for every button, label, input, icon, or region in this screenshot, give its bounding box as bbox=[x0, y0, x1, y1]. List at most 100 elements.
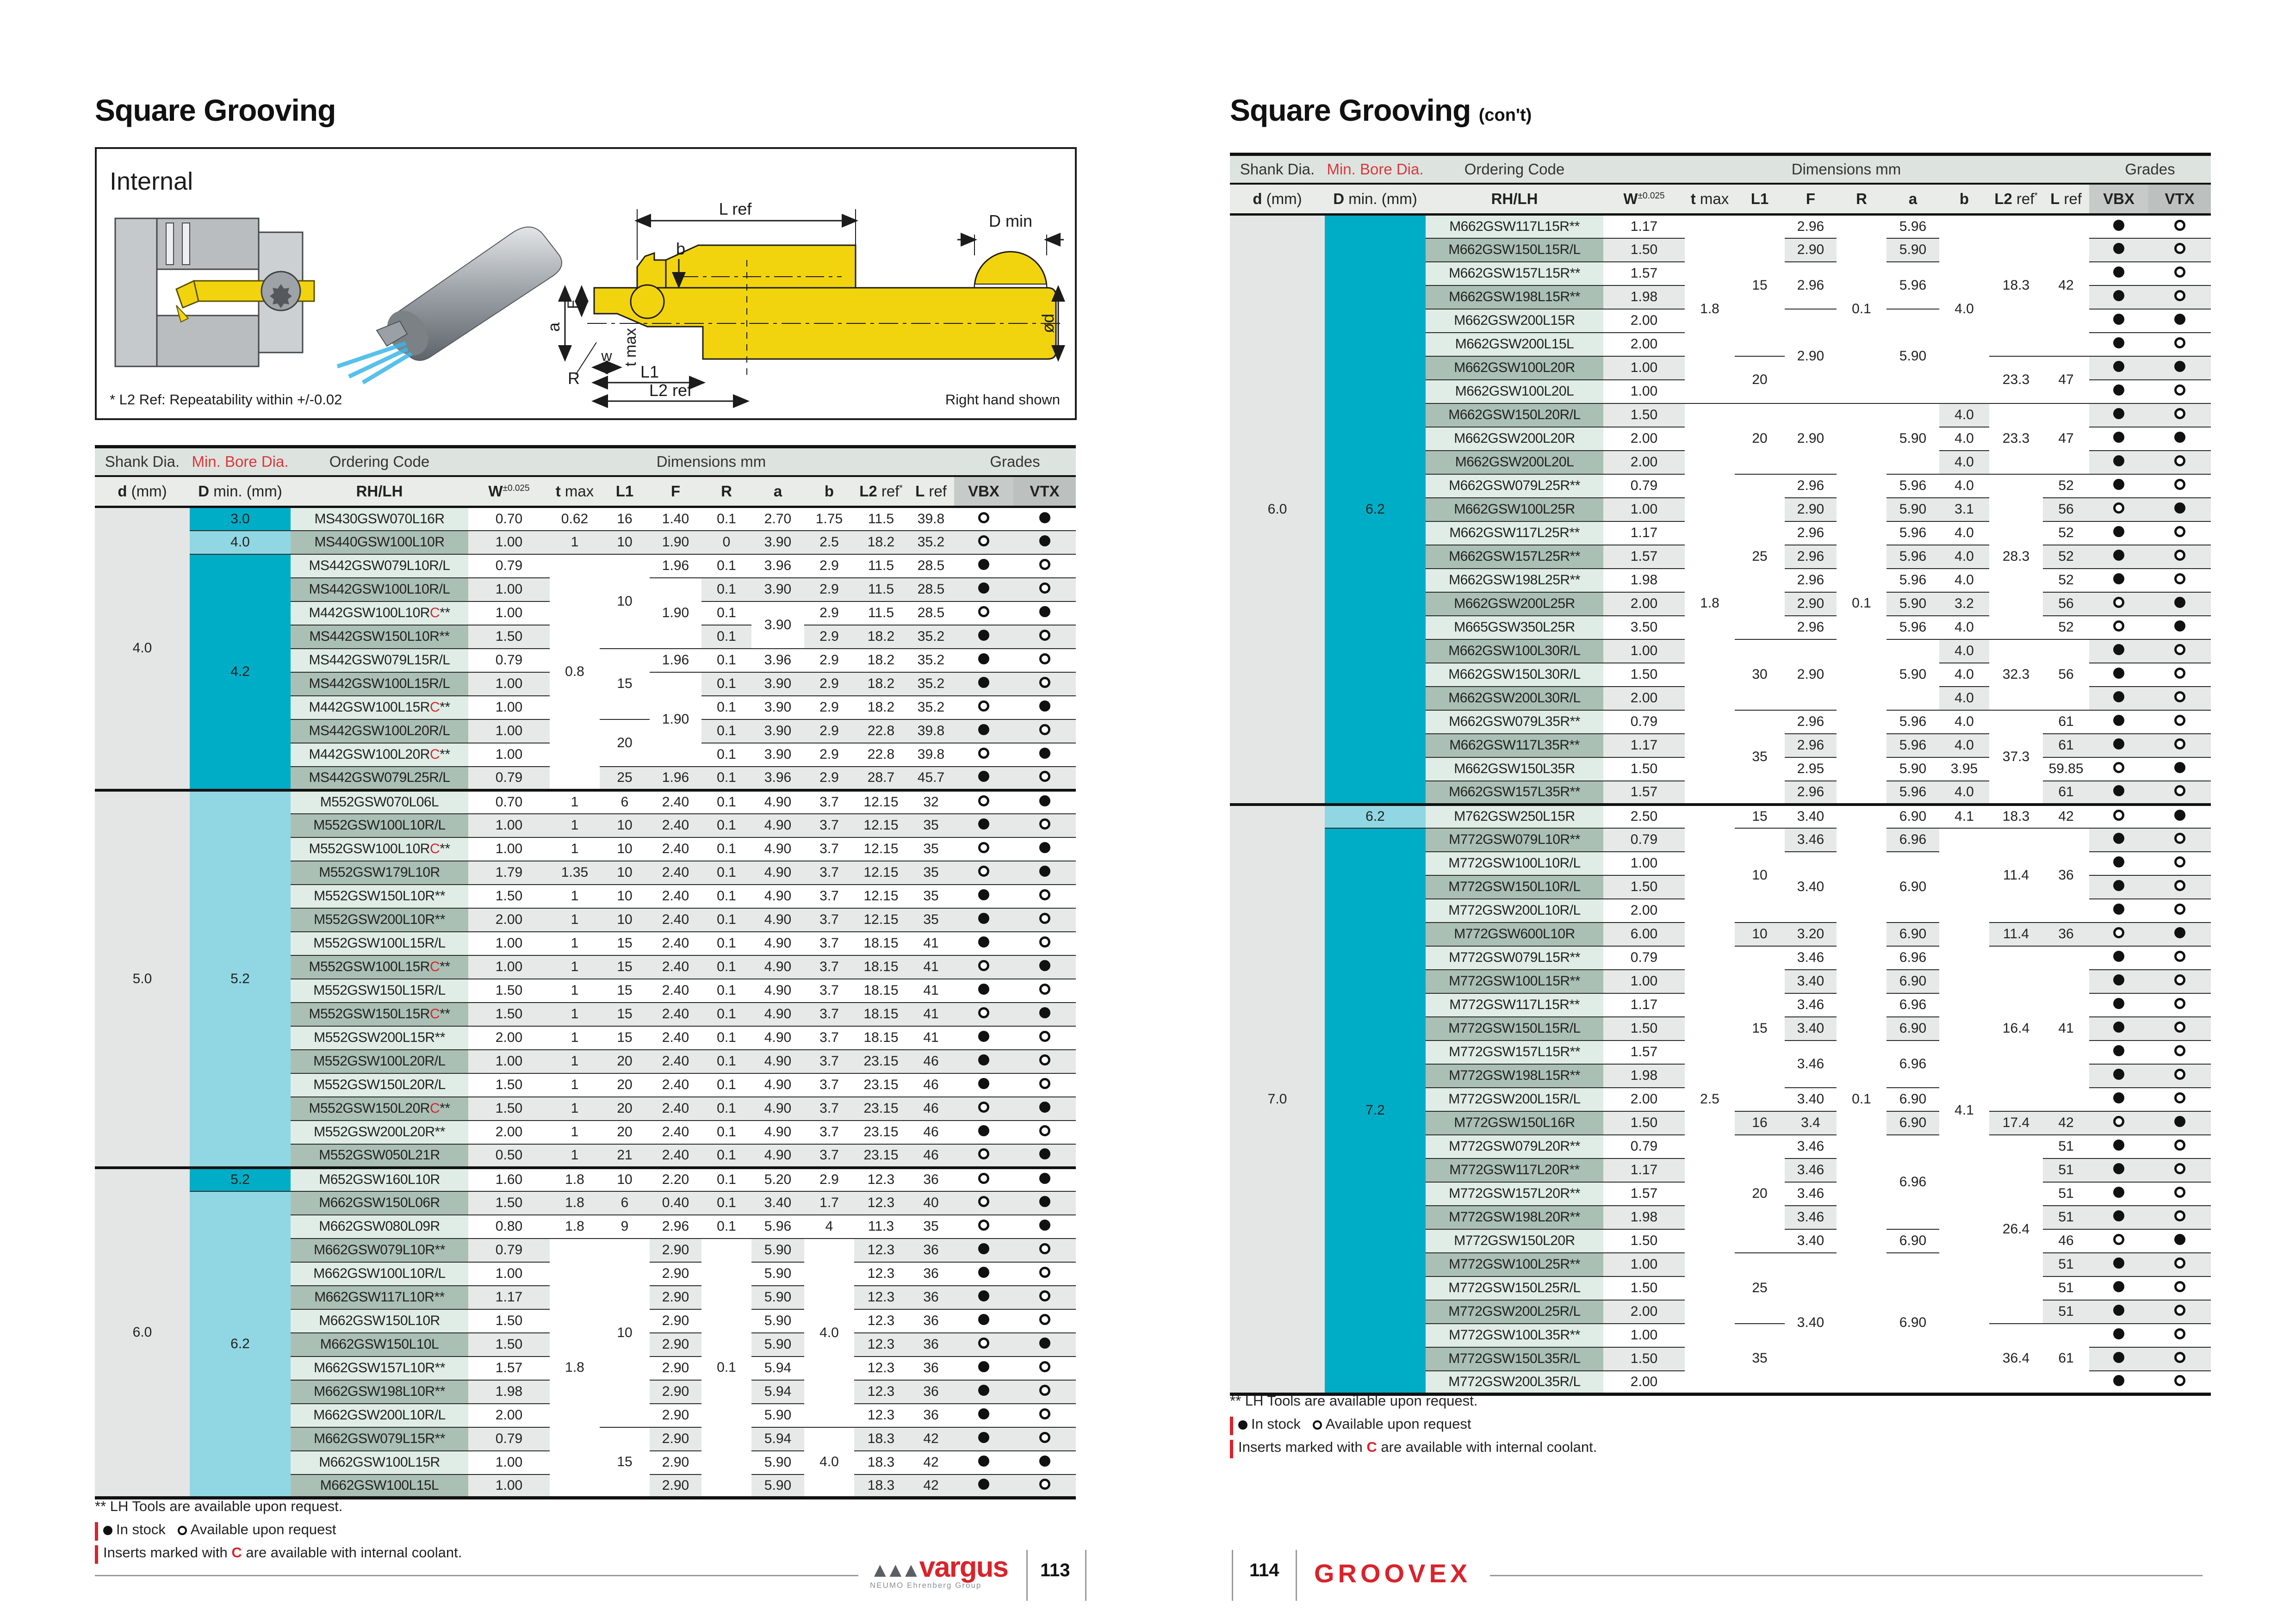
available-dot bbox=[2174, 951, 2185, 962]
vbx-grade-cell bbox=[2089, 1064, 2148, 1088]
table-row: M665GSW350L25R 3.50 2.96 5.96 4.0 52 bbox=[1230, 615, 2211, 640]
lref-dimension-cell: 42 bbox=[908, 1474, 954, 1499]
vbx-grade-cell bbox=[954, 1403, 1013, 1428]
ordering-code-cell: M662GSW200L20L bbox=[1426, 450, 1603, 475]
l2-dimension-cell: 11.5 bbox=[854, 577, 908, 602]
ordering-code-cell: M772GSW079L10R** bbox=[1426, 828, 1603, 852]
in-stock-dot bbox=[2113, 715, 2124, 726]
a-dimension-cell: 4.90 bbox=[751, 1002, 804, 1027]
footnote-legend: In stock Available upon request bbox=[95, 1521, 462, 1541]
in-stock-dot bbox=[978, 1243, 989, 1254]
b-dimension-cell: 4.0 bbox=[1939, 403, 1989, 427]
table-row: 4.0 MS440GSW100L10R 1.00 1 10 1.90 0 3.90 2.5 18.… bbox=[95, 530, 1076, 555]
l2-dimension-cell: 12.3 bbox=[854, 1262, 908, 1286]
tmax-dimension-cell: 1 bbox=[550, 1002, 600, 1027]
l2-dimension-cell: 18.3 bbox=[854, 1450, 908, 1475]
table-row: M552GSW179L10R 1.79 1.35 10 2.40 0.1 4.90 3.7 12… bbox=[95, 861, 1076, 885]
ordering-code-cell: M552GSW150L20RC** bbox=[291, 1096, 468, 1121]
a-dimension-cell: 6.90 bbox=[1886, 1016, 1939, 1041]
a-dimension-cell: 4.90 bbox=[751, 1144, 804, 1168]
f-dimension-cell: 2.40 bbox=[650, 837, 701, 861]
vbx-grade-cell bbox=[2089, 803, 2148, 829]
table-row: M552GSW200L10R** 2.00 1 10 2.40 0.1 4.90 3.7 12.… bbox=[95, 908, 1076, 932]
a-dimension-cell: 5.96 bbox=[1886, 261, 1939, 310]
ordering-code-cell: M772GSW200L10R/L bbox=[1426, 898, 1603, 923]
f-dimension-cell: 3.46 bbox=[1785, 1040, 1837, 1088]
l1-dimension-cell: 15 bbox=[600, 931, 650, 956]
ordering-code-cell: M662GSW150L06R bbox=[291, 1191, 468, 1215]
in-stock-dot bbox=[978, 936, 989, 948]
a-dimension-cell: 5.96 bbox=[1886, 733, 1939, 758]
b-dimension-cell: 2.9 bbox=[804, 601, 854, 626]
min-bore-dia-cell: 5.2 bbox=[190, 1166, 291, 1192]
available-dot bbox=[2174, 455, 2185, 466]
b-dimension-cell: 3.7 bbox=[804, 884, 854, 909]
in-stock-dot bbox=[2113, 1069, 2124, 1080]
vbx-grade-cell bbox=[2089, 875, 2148, 899]
table-row: 7.2 M772GSW079L10R** 0.79 10 3.46 6.96 4.1 11.4… bbox=[1230, 828, 2211, 1395]
w-dimension-cell: 2.00 bbox=[468, 1403, 550, 1428]
ordering-code-cell: M772GSW200L15R/L bbox=[1426, 1087, 1603, 1112]
a-dimension-cell: 5.90 bbox=[1886, 403, 1939, 475]
l2-dimension-cell: 12.15 bbox=[854, 837, 908, 861]
in-stock-dot bbox=[2113, 691, 2124, 702]
b-dimension-cell: 4.0 bbox=[1939, 450, 1989, 475]
table-row: M662GSW100L25R 1.00 2.90 5.90 3.1 56 bbox=[1230, 497, 2211, 522]
lref-dimension-cell: 36 bbox=[908, 1309, 954, 1333]
a-dimension-cell: 3.90 bbox=[751, 530, 804, 555]
a-dimension-cell: 5.90 bbox=[751, 1238, 804, 1263]
lref-dimension-cell: 42 bbox=[2043, 1111, 2089, 1135]
w-dimension-cell: 2.00 bbox=[1603, 332, 1685, 357]
b-dimension-cell: 3.7 bbox=[804, 955, 854, 979]
b-dimension-cell: 3.7 bbox=[804, 908, 854, 932]
r-dimension-cell: 0.1 bbox=[701, 908, 751, 932]
table-row: M772GSW200L25R/L 2.00 51 bbox=[1230, 1300, 2211, 1324]
b-dimension-cell: 2.9 bbox=[804, 719, 854, 743]
column-group-header: Shank Dia. bbox=[1230, 154, 1325, 185]
lref-dimension-cell: 61 bbox=[2043, 1323, 2089, 1395]
w-dimension-cell: 1.17 bbox=[1603, 1158, 1685, 1183]
vtx-grade-cell bbox=[1013, 648, 1076, 673]
vbx-grade-cell bbox=[2089, 993, 2148, 1017]
ordering-code-cell: M552GSW179L10R bbox=[291, 861, 468, 885]
available-dot bbox=[2174, 1022, 2185, 1033]
lref-dimension-cell: 59.85 bbox=[2043, 757, 2089, 781]
table-row: M662GSW079L35R** 0.79 35 2.96 5.96 4.0 37.3 61 bbox=[1230, 710, 2211, 805]
l1-dimension-cell: 15 bbox=[600, 955, 650, 979]
vbx-grade-cell bbox=[2089, 1276, 2148, 1301]
lref-dimension-cell: 41 bbox=[2043, 946, 2089, 1112]
w-dimension-cell: 1.00 bbox=[468, 695, 550, 720]
lref-dimension-cell: 61 bbox=[2043, 781, 2089, 805]
b-dimension-cell: 2.9 bbox=[804, 648, 854, 673]
vbx-grade-cell bbox=[954, 695, 1013, 720]
w-dimension-cell: 1.57 bbox=[1603, 545, 1685, 569]
in-stock-dot bbox=[1039, 512, 1050, 523]
vtx-grade-cell bbox=[1013, 813, 1076, 838]
in-stock-dot bbox=[2174, 361, 2185, 372]
f-dimension-cell: 2.40 bbox=[650, 955, 701, 979]
lref-dimension-cell: 56 bbox=[2043, 592, 2089, 616]
ordering-code-cell: M662GSW079L35R** bbox=[1426, 710, 1603, 734]
dim-tmax: t max bbox=[622, 328, 639, 366]
w-dimension-cell: 1.60 bbox=[468, 1166, 550, 1192]
in-stock-dot bbox=[978, 818, 989, 830]
f-dimension-cell: 1.90 bbox=[650, 530, 701, 555]
ordering-code-cell: M662GSW079L15R** bbox=[291, 1427, 468, 1451]
available-dot bbox=[1039, 677, 1050, 688]
vbx-grade-cell bbox=[2089, 1252, 2148, 1277]
a-dimension-cell: 6.90 bbox=[1886, 1087, 1939, 1112]
a-dimension-cell: 5.96 bbox=[1886, 474, 1939, 498]
available-dot bbox=[2174, 1375, 2185, 1386]
b-dimension-cell: 3.7 bbox=[804, 1049, 854, 1074]
a-dimension-cell: 3.90 bbox=[751, 743, 804, 767]
in-stock-dot bbox=[1039, 1148, 1050, 1159]
lref-dimension-cell: 35 bbox=[908, 908, 954, 932]
lref-dimension-cell: 46 bbox=[908, 1073, 954, 1097]
lref-dimension-cell: 41 bbox=[908, 1002, 954, 1027]
b-dimension-cell: 3.7 bbox=[804, 837, 854, 861]
lref-dimension-cell: 36 bbox=[908, 1238, 954, 1263]
ordering-code-cell: M552GSW100L15RC** bbox=[291, 955, 468, 979]
ordering-code-cell: M772GSW079L20R** bbox=[1426, 1134, 1603, 1159]
f-dimension-cell: 2.96 bbox=[1785, 615, 1837, 640]
vtx-grade-cell bbox=[2148, 214, 2211, 239]
